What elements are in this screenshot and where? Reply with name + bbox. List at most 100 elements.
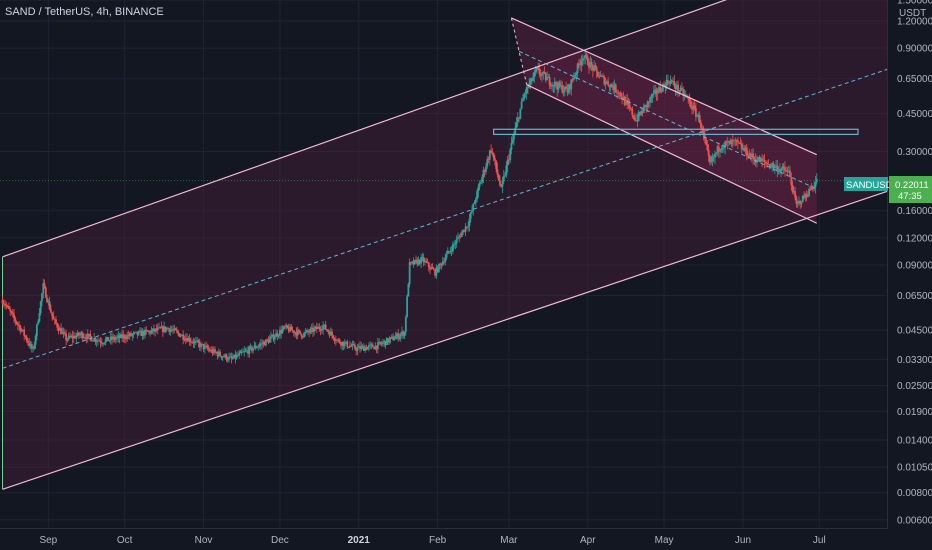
candle-body [179,335,182,337]
candle-body [140,330,143,337]
candle-body [431,267,434,269]
candle-body [320,329,323,331]
candle-body [541,73,543,76]
candle-body [530,78,533,82]
candle-body [730,140,733,145]
candle-body [577,63,580,65]
candle-body [287,327,290,332]
time-tick-label: Sep [39,535,57,546]
candle-body [270,336,272,339]
candle-body [416,259,419,265]
candle-body [673,81,676,87]
candle-body [19,325,22,332]
candle-body [487,159,490,160]
candle-body [777,169,780,172]
candle-body [196,340,199,342]
candle-body [448,251,450,252]
candle-body [678,91,681,93]
descending-channel-lower-line[interactable] [526,84,818,224]
candle-body [348,345,351,348]
candle-body [478,183,481,187]
candle-body [5,305,8,307]
ascending-channel-upper-line[interactable] [2,0,850,258]
candle-body [743,147,746,151]
candle-body [600,75,603,77]
candle-body [698,114,701,123]
candle-body [450,250,453,252]
candle-body [740,144,743,150]
candle-body [426,262,429,264]
candle-body [553,82,556,87]
candle-body [30,344,33,349]
descending-channel-upper-line[interactable] [511,17,818,156]
ascending-channel-lower-line[interactable] [2,190,889,490]
candle-body [468,218,471,227]
candle-body [223,356,225,358]
candle-body [8,306,10,309]
resistance-zone-box[interactable] [493,128,859,135]
ascending-channel-median-line[interactable] [2,68,889,369]
candle-body [4,303,6,306]
candle-body [23,329,26,336]
candle-body [60,328,62,335]
candle-body [41,293,43,302]
time-tick-label: Jul [813,535,826,546]
candle-body [458,236,461,238]
price-tick-label: 1.50000 [897,0,932,7]
candle-body [771,163,774,167]
candle-body [739,143,742,145]
candle-body [462,229,464,233]
candle-body [588,65,590,68]
candle-body [569,84,571,90]
candle-body [785,170,788,173]
candle-body [650,97,653,99]
candle-body [116,337,118,339]
price-tick-label: 0.16000 [897,206,932,217]
candle-body [773,166,776,168]
candle-body [51,312,54,316]
candle-body [357,345,360,348]
candle-body [278,330,281,336]
candle-body [674,86,677,90]
candle-body [46,297,48,303]
candle-body [725,141,728,143]
candle-body [130,333,132,336]
price-axis-panel[interactable] [888,0,932,528]
candle-body [181,334,183,336]
candle-body [340,343,342,346]
candle-body [572,78,575,80]
candle-body [776,165,779,172]
candle-body [597,71,599,77]
candle-body [665,79,668,88]
candle-body [56,323,59,328]
candle-body [715,152,718,154]
candle-body [198,342,201,348]
candle-body [621,96,624,100]
candle-body [608,85,611,88]
price-tick-label: 0.00600 [897,515,932,526]
candle-body [189,341,192,343]
candle-body [488,150,491,160]
candle-body [89,333,92,337]
time-axis-panel[interactable] [0,528,888,550]
candle-body [205,345,207,347]
candle-body [574,74,576,79]
candle-body [707,149,710,156]
candle-body [107,336,110,342]
candle-body [315,326,318,330]
candle-body [233,354,235,359]
candle-body [217,351,220,357]
candle-body [452,244,454,252]
candle-body [2,303,5,305]
descending-channel-median-line[interactable] [518,50,817,190]
candle-body [544,73,547,81]
candle-body [264,339,267,346]
candle-body [72,335,75,339]
candle-body [688,98,691,102]
candle-body [210,349,213,352]
candle-body [158,327,160,329]
candle-body [219,351,221,356]
drawing-lines[interactable] [2,0,889,490]
candle-body [43,283,46,288]
